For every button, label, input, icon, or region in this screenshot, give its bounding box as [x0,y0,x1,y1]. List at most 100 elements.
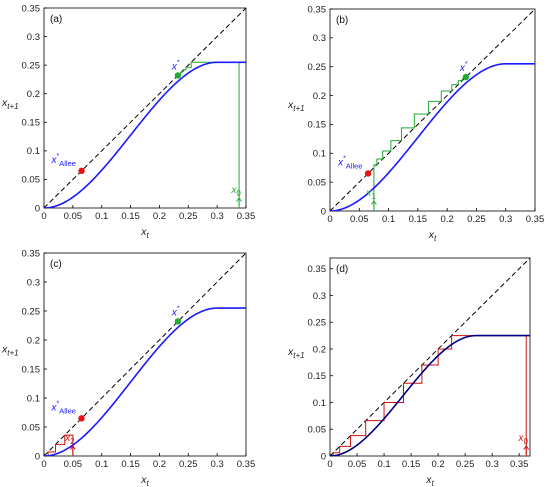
allee-fixed-point [364,170,372,177]
x-tick-label: 0.05 [64,211,83,222]
stable-fixed-point [174,318,182,325]
plot-area [330,258,530,456]
y-tick-label: 0.35 [22,248,41,259]
cobweb-path [332,335,527,456]
map-curve [44,307,246,456]
plot-frame [329,8,536,212]
allee-label: x*Allee [337,155,362,170]
y-tick-label: 0.3 [313,291,326,302]
identity-line [330,258,530,456]
y-tick-label: 0.3 [27,277,40,288]
x-tick-label: 0.25 [456,459,475,470]
initial-arrow-head [523,445,530,450]
panel-label: (a) [50,14,62,25]
y-axis-label: xt+1 [1,344,19,358]
x-tick-label: 0 [41,459,46,470]
x-tick-label: 0.25 [179,459,198,470]
map-curve [44,61,246,208]
y-tick-label: 0 [321,451,326,462]
x-tick-label: 0.15 [402,459,421,470]
x-axis-label: xt [140,226,149,240]
y-tick-label: 0.25 [308,62,327,73]
y-tick-label: 0.35 [22,3,41,14]
y-tick-label: 0.05 [308,177,327,188]
x-tick-label: 0.3 [499,214,512,225]
allee-label: x*Allee [51,400,76,415]
y-tick-label: 0.25 [308,318,327,329]
stable-fixed-point [174,72,182,79]
map-curve [330,334,530,456]
y-tick-label: 0.3 [27,32,40,43]
initial-condition-label: x0 [230,185,241,198]
y-tick-label: 0.1 [313,149,326,160]
x-tick-label: 0.1 [95,459,108,470]
plot-frame [43,7,247,209]
fixed-point-label: x* [171,59,180,72]
fixed-point-label: x* [459,61,468,74]
allee-fixed-point [78,167,85,175]
allee-label: x*Allee [51,153,76,168]
plot-area [44,8,246,208]
y-axis-label: xt+1 [1,97,19,111]
x-tick-label: 0.2 [441,214,454,225]
x-tick-label: 0.05 [64,459,83,470]
x-tick-label: 0.15 [121,211,140,222]
y-tick-label: 0.3 [313,33,326,44]
stable-fixed-point [462,73,470,81]
x-axis-label: xt [140,474,149,487]
x-tick-label: 0 [41,211,46,222]
y-tick-label: 0.25 [22,306,41,317]
y-axis-label: xt+1 [287,346,305,360]
plot-frame [43,252,247,457]
identity-line [330,9,535,211]
plot-area [330,9,535,211]
y-tick-label: 0.15 [308,120,327,131]
y-tick-label: 0.15 [22,364,41,375]
x-tick-label: 0.05 [348,459,367,470]
y-tick-label: 0.35 [308,4,327,15]
x-axis-label: xt [428,229,437,243]
x-tick-label: 0.35 [237,211,256,222]
panel-d: 0 0.05 0.1 0.15 0.2 0.25 0.3 0.35 0 0.05 0.1 0.15 0.… [287,257,531,487]
panel-label: (d) [336,264,348,275]
x-tick-label: 0.3 [211,211,224,222]
initial-condition-label: x0 [517,433,528,446]
x-tick-label: 0.2 [153,211,166,222]
x-tick-label: 0 [327,214,332,225]
map-curve [330,63,535,211]
identity-line [44,253,246,456]
x-tick-label: 0.35 [237,459,256,470]
identity-line [44,8,246,208]
x-tick-label: 0.05 [350,214,369,225]
initial-condition-label: x1 [365,188,376,201]
initial-arrow-head [236,197,242,202]
y-tick-label: 0.35 [308,264,327,275]
y-tick-label: 0.05 [22,175,41,186]
panel-b: 0 0.05 0.1 0.15 0.2 0.25 0.3 0.35 0 0.05 0.1 0.15 0.… [287,4,544,243]
plot-frame [329,257,531,457]
x-axis-label: xt [425,474,434,487]
y-tick-label: 0.2 [27,335,40,346]
y-tick-label: 0 [35,203,40,214]
cobweb-path [179,61,240,208]
y-tick-label: 0.15 [22,118,41,129]
cobweb-path [47,434,74,456]
x-tick-label: 0.15 [121,459,140,470]
y-tick-label: 0.15 [308,371,327,382]
y-tick-label: 0.1 [313,398,326,409]
x-tick-label: 0.25 [179,211,198,222]
y-tick-label: 0.2 [313,344,326,355]
cobweb-path [373,78,463,211]
x-tick-label: 0.1 [382,214,395,225]
y-axis-label: xt+1 [287,99,305,113]
x-tick-label: 0.2 [153,459,166,470]
y-tick-label: 0.05 [22,422,41,433]
y-tick-label: 0.1 [27,146,40,157]
y-tick-label: 0.2 [27,89,40,100]
y-tick-label: 0.1 [27,393,40,404]
x-tick-label: 0.1 [377,459,390,470]
y-tick-label: 0.05 [308,425,327,436]
initial-condition-label: x2 [64,433,75,446]
initial-arrow-head [69,445,76,450]
